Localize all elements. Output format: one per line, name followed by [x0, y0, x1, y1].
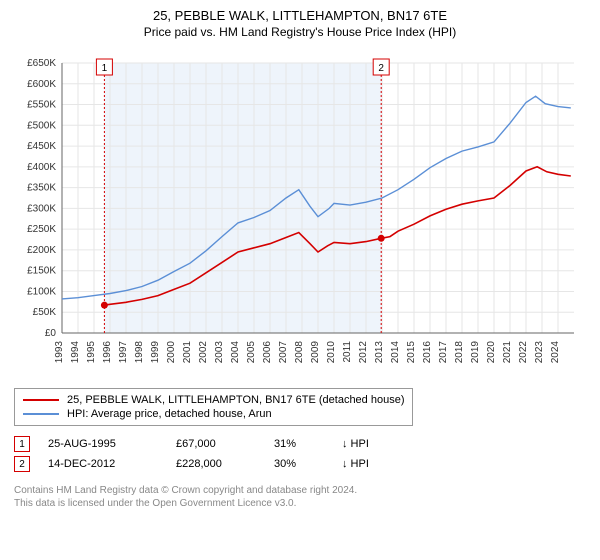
- svg-text:2003: 2003: [214, 341, 225, 364]
- svg-text:2005: 2005: [246, 341, 257, 364]
- page-subtitle: Price paid vs. HM Land Registry's House …: [14, 25, 586, 39]
- svg-text:2020: 2020: [486, 341, 497, 364]
- svg-text:1994: 1994: [70, 341, 81, 364]
- svg-text:2011: 2011: [342, 341, 353, 363]
- attribution-line1: Contains HM Land Registry data © Crown c…: [14, 484, 586, 497]
- svg-text:2002: 2002: [198, 341, 209, 364]
- svg-text:2001: 2001: [182, 341, 193, 364]
- marker-pct: 30%: [274, 458, 324, 470]
- svg-text:1996: 1996: [102, 341, 113, 364]
- svg-text:2000: 2000: [166, 341, 177, 364]
- svg-text:£500K: £500K: [27, 120, 56, 131]
- page-title: 25, PEBBLE WALK, LITTLEHAMPTON, BN17 6TE: [14, 8, 586, 23]
- marker-hpi-delta: ↓ HPI: [342, 458, 392, 470]
- svg-text:£300K: £300K: [27, 203, 56, 214]
- svg-text:2006: 2006: [262, 341, 273, 364]
- marker-num-box: 2: [14, 456, 30, 472]
- svg-text:£650K: £650K: [27, 58, 56, 69]
- attribution: Contains HM Land Registry data © Crown c…: [14, 484, 586, 510]
- svg-text:£350K: £350K: [27, 183, 56, 194]
- chart-svg: £0 £50K £100K £150K £200K £250K £300K £350K £400…: [14, 45, 586, 375]
- marker-row: 1 25-AUG-1995 £67,000 31% ↓ HPI: [14, 434, 586, 454]
- svg-text:2: 2: [378, 63, 384, 74]
- marker-table: 1 25-AUG-1995 £67,000 31% ↓ HPI 2 14-DEC-2012 £…: [14, 434, 586, 474]
- svg-text:2022: 2022: [518, 341, 529, 364]
- svg-text:2023: 2023: [534, 341, 545, 364]
- svg-text:2017: 2017: [438, 341, 449, 364]
- marker-row: 2 14-DEC-2012 £228,000 30% ↓ HPI: [14, 454, 586, 474]
- marker-price: £228,000: [176, 458, 256, 470]
- svg-text:2014: 2014: [390, 341, 401, 364]
- svg-text:£100K: £100K: [27, 286, 56, 297]
- svg-text:2016: 2016: [422, 341, 433, 364]
- svg-text:1998: 1998: [134, 341, 145, 364]
- marker-price: £67,000: [176, 438, 256, 450]
- price-chart: £0 £50K £100K £150K £200K £250K £300K £350K £400…: [14, 45, 586, 380]
- title-block: 25, PEBBLE WALK, LITTLEHAMPTON, BN17 6TE…: [14, 8, 586, 39]
- svg-text:2024: 2024: [550, 341, 561, 364]
- svg-text:2015: 2015: [406, 341, 417, 364]
- marker-num-box: 1: [14, 436, 30, 452]
- attribution-line2: This data is licensed under the Open Gov…: [14, 497, 586, 510]
- svg-text:2018: 2018: [454, 341, 465, 364]
- svg-text:1997: 1997: [118, 341, 129, 364]
- svg-text:1993: 1993: [54, 341, 65, 364]
- svg-text:2012: 2012: [358, 341, 369, 364]
- marker-hpi-delta: ↓ HPI: [342, 438, 392, 450]
- legend-label-hpi: HPI: Average price, detached house, Arun: [67, 408, 272, 420]
- marker-pct: 31%: [274, 438, 324, 450]
- svg-text:2021: 2021: [502, 341, 513, 364]
- svg-text:2013: 2013: [374, 341, 385, 364]
- svg-text:£0: £0: [45, 328, 57, 339]
- svg-text:£600K: £600K: [27, 79, 56, 90]
- marker-date: 25-AUG-1995: [48, 438, 158, 450]
- legend-label-paid: 25, PEBBLE WALK, LITTLEHAMPTON, BN17 6TE…: [67, 394, 404, 406]
- svg-text:£450K: £450K: [27, 141, 56, 152]
- svg-text:2009: 2009: [310, 341, 321, 364]
- marker-date: 14-DEC-2012: [48, 458, 158, 470]
- svg-text:2019: 2019: [470, 341, 481, 364]
- svg-text:£400K: £400K: [27, 162, 56, 173]
- svg-text:£150K: £150K: [27, 266, 56, 277]
- svg-text:2004: 2004: [230, 341, 241, 364]
- svg-text:£200K: £200K: [27, 245, 56, 256]
- svg-text:1: 1: [102, 63, 108, 74]
- svg-text:£550K: £550K: [27, 100, 56, 111]
- svg-text:2010: 2010: [326, 341, 337, 364]
- legend-swatch-hpi: [23, 413, 59, 415]
- svg-text:£250K: £250K: [27, 224, 56, 235]
- legend-row-hpi: HPI: Average price, detached house, Arun: [23, 407, 404, 421]
- legend-swatch-paid: [23, 399, 59, 401]
- legend-row-paid: 25, PEBBLE WALK, LITTLEHAMPTON, BN17 6TE…: [23, 393, 404, 407]
- legend: 25, PEBBLE WALK, LITTLEHAMPTON, BN17 6TE…: [14, 388, 413, 426]
- svg-text:2008: 2008: [294, 341, 305, 364]
- svg-text:£50K: £50K: [33, 307, 57, 318]
- svg-text:1995: 1995: [86, 341, 97, 364]
- svg-text:2007: 2007: [278, 341, 289, 364]
- svg-text:1999: 1999: [150, 341, 161, 364]
